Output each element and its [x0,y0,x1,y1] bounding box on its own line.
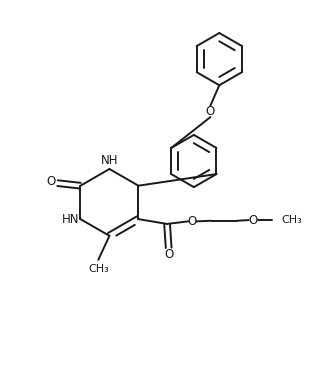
Text: O: O [206,105,215,118]
Text: O: O [187,215,197,228]
Text: O: O [46,175,55,188]
Text: HN: HN [62,213,79,226]
Text: CH₃: CH₃ [88,264,109,274]
Text: O: O [249,214,258,226]
Text: NH: NH [101,154,119,167]
Text: CH₃: CH₃ [281,215,302,225]
Text: O: O [164,248,173,261]
